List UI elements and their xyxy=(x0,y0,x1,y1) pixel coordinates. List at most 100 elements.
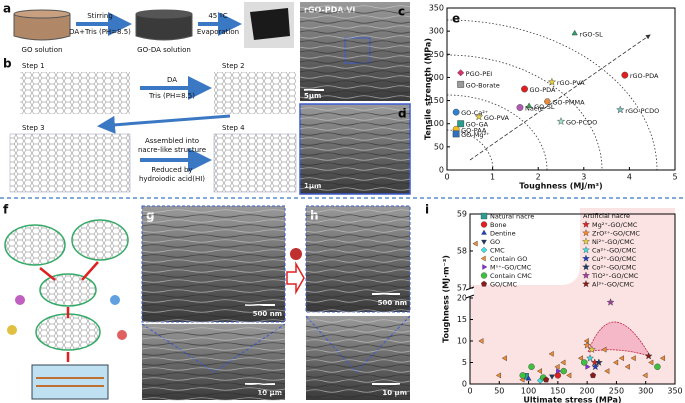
axis-break xyxy=(465,286,475,299)
texture xyxy=(305,279,411,283)
texture xyxy=(299,65,411,69)
structure xyxy=(213,133,297,193)
texture xyxy=(305,239,411,243)
point xyxy=(587,345,596,353)
texture xyxy=(305,229,411,233)
arrow-label: hydroiodic acid(HI) xyxy=(139,175,205,183)
point xyxy=(560,367,567,375)
texture xyxy=(305,269,411,273)
point xyxy=(516,104,524,111)
texture xyxy=(305,384,411,388)
texture xyxy=(305,224,411,228)
point xyxy=(583,341,592,349)
legend-label: Bone xyxy=(490,221,507,229)
point xyxy=(457,120,465,128)
legend-label: GO/CMC xyxy=(490,281,517,289)
texture xyxy=(141,314,286,318)
point xyxy=(554,372,562,379)
texture xyxy=(299,127,411,131)
texture xyxy=(141,274,286,278)
texture xyxy=(305,209,411,213)
legend-marker xyxy=(480,212,488,220)
texture xyxy=(141,299,286,303)
texture xyxy=(141,249,286,253)
texture xyxy=(305,214,411,218)
step-label: Step 1 xyxy=(22,62,45,70)
panel-b: b Step 1 DA Tris (PH=8.5) Step 2 Step 3 … xyxy=(3,57,297,193)
panel-label: b xyxy=(3,57,12,71)
legend-marker xyxy=(582,262,590,271)
texture xyxy=(299,90,411,94)
texture xyxy=(305,299,411,303)
texture xyxy=(305,364,411,368)
panel-f: f xyxy=(3,203,129,400)
texture xyxy=(141,372,286,376)
legend-label: Natural nacre xyxy=(490,213,534,221)
y-tick-label: 10 xyxy=(457,337,467,346)
texture xyxy=(141,362,286,366)
legend-marker xyxy=(582,228,590,237)
texture xyxy=(141,397,286,401)
point-label: GO-PMMA xyxy=(552,98,585,106)
x-tick-label: 3 xyxy=(581,173,586,182)
beaker-top xyxy=(13,9,71,19)
point xyxy=(548,350,554,357)
texture xyxy=(141,377,286,381)
texture xyxy=(141,254,286,258)
texture xyxy=(299,142,411,146)
texture xyxy=(299,117,411,121)
point xyxy=(654,363,661,370)
legend-label: Al³⁺-GO/CMC xyxy=(592,281,634,289)
point xyxy=(525,102,533,108)
point xyxy=(472,240,478,247)
y-tick-label: 200 xyxy=(429,73,444,82)
x-tick-label: 1 xyxy=(490,173,495,182)
structure xyxy=(214,72,296,114)
x-tick-label: 2 xyxy=(536,173,541,182)
point-label: GO-Borate xyxy=(466,81,500,89)
texture xyxy=(141,229,286,233)
point-label: rGO-PVA xyxy=(557,79,585,87)
point xyxy=(648,359,654,366)
texture xyxy=(299,122,411,126)
point xyxy=(452,108,460,116)
texture xyxy=(141,294,286,298)
y-tick-label: 100 xyxy=(429,119,444,128)
y-tick-label: 150 xyxy=(429,96,444,105)
point xyxy=(536,368,542,375)
texture xyxy=(141,352,286,356)
point-label: GO-PCDO xyxy=(566,118,597,126)
arrow xyxy=(286,261,305,295)
panel-h: h 500 nm 10 μm xyxy=(305,205,411,400)
x-axis-label: Toughness (MJ/m³) xyxy=(519,182,602,191)
legend-marker xyxy=(480,272,488,279)
texture xyxy=(305,394,411,398)
texture xyxy=(299,45,411,49)
texture xyxy=(305,274,411,278)
panel-a: a GO solution Stirring DA+Tris (PH=8.5) … xyxy=(3,2,294,54)
film xyxy=(250,8,290,40)
x-tick-label: 0 xyxy=(467,387,472,396)
texture xyxy=(141,224,286,228)
point xyxy=(457,69,465,77)
legend-label: Co²⁺-GO/CMC xyxy=(592,264,637,272)
point xyxy=(589,372,597,379)
texture xyxy=(141,284,286,288)
point-label: PGO-PEI xyxy=(466,70,493,78)
legend-label: Mg²⁺-GO/CMC xyxy=(592,221,638,229)
x-tick-label: 350 xyxy=(667,387,682,396)
structure xyxy=(9,133,131,193)
texture xyxy=(141,264,286,268)
scale-label: 1μm xyxy=(304,182,321,190)
point xyxy=(642,372,648,379)
zoom-lines xyxy=(305,315,411,373)
y-tick-label: 57 xyxy=(457,284,467,293)
legend-marker xyxy=(480,255,486,262)
legend-label: CMC xyxy=(490,247,505,255)
texture xyxy=(299,147,411,151)
point xyxy=(547,77,557,86)
texture xyxy=(305,374,411,378)
panel-label: f xyxy=(3,203,9,217)
texture xyxy=(305,379,411,383)
legend-header: Artificial nacre xyxy=(583,212,630,220)
